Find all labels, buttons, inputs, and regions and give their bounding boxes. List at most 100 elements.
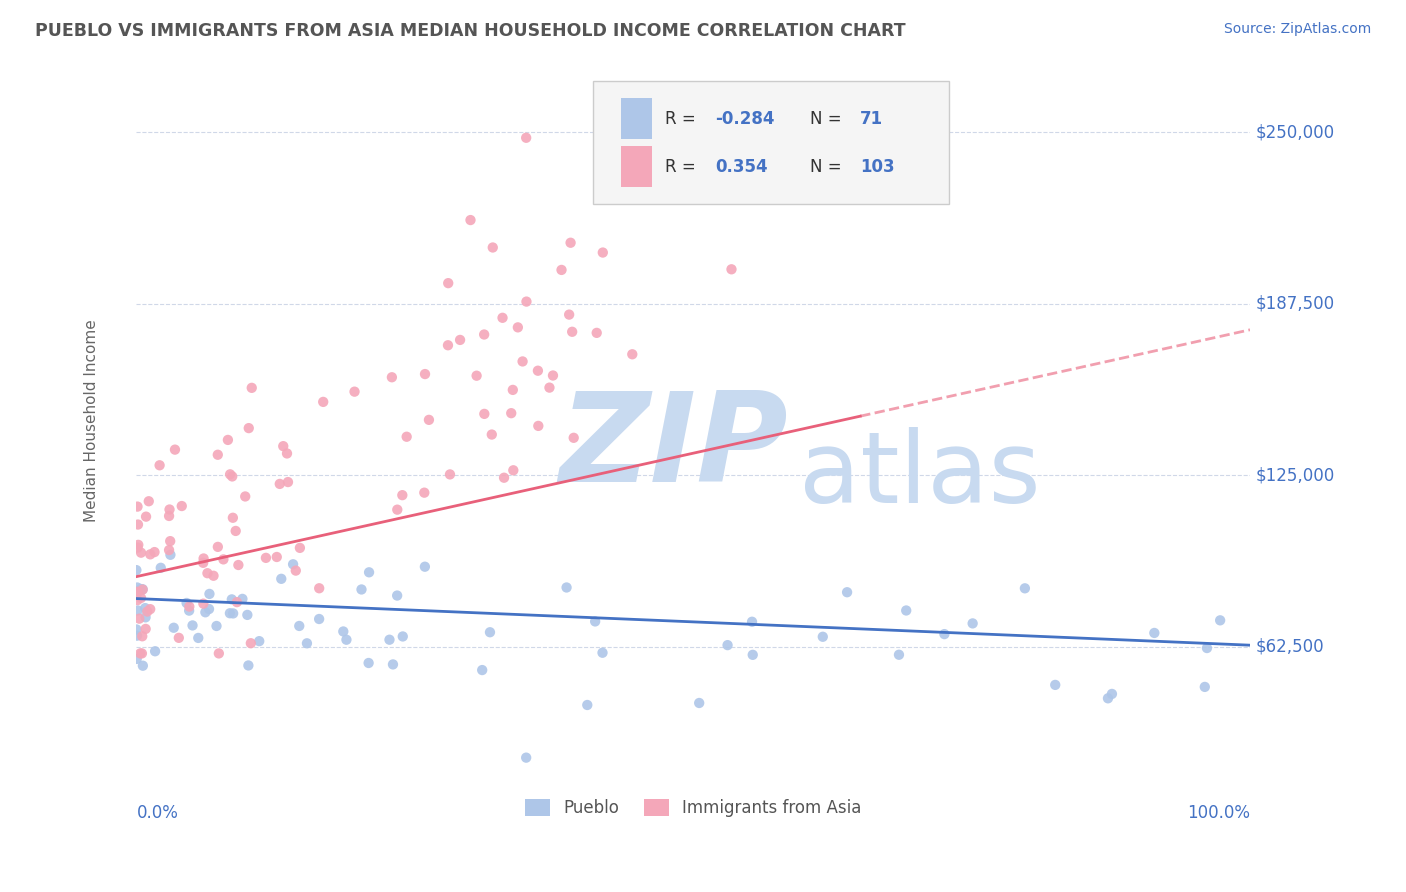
Point — [527, 418, 550, 433]
Point — [187, 631, 209, 645]
Point — [962, 616, 984, 631]
Point — [515, 294, 537, 309]
Point — [239, 636, 262, 650]
Point — [129, 582, 152, 596]
Point — [163, 621, 186, 635]
Point — [849, 143, 872, 157]
Point — [720, 262, 742, 277]
Point — [381, 657, 404, 672]
Point — [481, 427, 503, 442]
Point — [471, 663, 494, 677]
Text: N =: N = — [810, 110, 846, 128]
Point — [350, 582, 373, 597]
Point — [934, 627, 956, 641]
Point — [481, 240, 503, 254]
Text: 0.0%: 0.0% — [136, 805, 179, 822]
Point — [128, 612, 150, 626]
Point — [335, 632, 357, 647]
Point — [560, 235, 582, 250]
Text: R =: R = — [665, 158, 702, 176]
FancyBboxPatch shape — [621, 98, 652, 139]
Point — [1195, 640, 1218, 655]
Point — [193, 551, 215, 566]
Point — [1143, 626, 1166, 640]
Text: atlas: atlas — [799, 426, 1040, 524]
Point — [149, 458, 172, 473]
Point — [225, 524, 247, 538]
Point — [527, 364, 550, 378]
Point — [343, 384, 366, 399]
Point — [176, 596, 198, 610]
Point — [413, 559, 436, 574]
Point — [236, 607, 259, 622]
Point — [125, 623, 148, 637]
Point — [129, 591, 152, 605]
Point — [277, 475, 299, 489]
Point — [125, 587, 148, 601]
Point — [741, 615, 763, 629]
Point — [550, 263, 572, 277]
Point — [492, 471, 515, 485]
Text: $187,500: $187,500 — [1256, 294, 1334, 313]
Point — [138, 494, 160, 508]
Point — [149, 561, 172, 575]
Point — [143, 644, 166, 658]
Point — [288, 619, 311, 633]
Text: R =: R = — [665, 110, 702, 128]
Text: N =: N = — [810, 158, 846, 176]
Point — [127, 585, 149, 599]
Point — [228, 558, 250, 572]
Point — [515, 750, 537, 764]
Point — [472, 407, 495, 421]
Point — [127, 593, 149, 607]
Text: 103: 103 — [860, 158, 894, 176]
Point — [391, 630, 413, 644]
Point — [207, 540, 229, 554]
Point — [896, 603, 918, 617]
Point — [538, 381, 561, 395]
Point — [271, 439, 294, 453]
Point — [222, 607, 245, 621]
Text: $125,000: $125,000 — [1256, 467, 1334, 484]
Point — [125, 652, 148, 666]
Point — [472, 327, 495, 342]
Point — [385, 589, 408, 603]
Point — [1097, 691, 1119, 706]
Point — [308, 612, 330, 626]
Point — [820, 178, 842, 193]
Point — [238, 658, 260, 673]
Point — [197, 566, 219, 581]
Point — [501, 406, 523, 420]
Text: -0.284: -0.284 — [716, 110, 775, 128]
Point — [418, 413, 440, 427]
Point — [193, 597, 215, 611]
FancyBboxPatch shape — [621, 146, 652, 187]
Point — [381, 370, 404, 384]
Point — [131, 629, 153, 643]
Point — [143, 545, 166, 559]
Point — [205, 619, 228, 633]
Point — [270, 572, 292, 586]
Point — [127, 541, 149, 555]
Point — [125, 629, 148, 643]
Point — [167, 631, 190, 645]
Point — [281, 558, 304, 572]
Point — [1194, 680, 1216, 694]
Point — [127, 584, 149, 599]
Point — [194, 605, 217, 619]
Point — [136, 605, 159, 619]
Point — [238, 421, 260, 435]
Point — [515, 130, 537, 145]
Point — [202, 568, 225, 582]
Point — [378, 632, 401, 647]
Point — [811, 630, 834, 644]
Point — [231, 591, 253, 606]
Point — [132, 582, 155, 597]
Point — [357, 656, 380, 670]
Point — [212, 552, 235, 566]
Point — [179, 599, 201, 614]
Point — [135, 610, 157, 624]
Point — [887, 648, 910, 662]
Text: $62,500: $62,500 — [1256, 638, 1324, 656]
Point — [465, 368, 488, 383]
